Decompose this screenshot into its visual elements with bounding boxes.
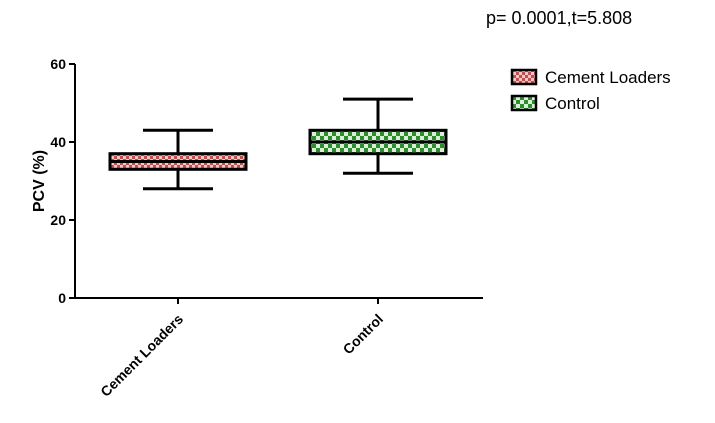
box-control bbox=[310, 99, 446, 173]
legend-item: Cement Loaders bbox=[512, 68, 671, 87]
legend-swatch bbox=[512, 96, 536, 110]
y-tick-label: 60 bbox=[50, 56, 66, 72]
stat-annotation: p= 0.0001,t=5.808 bbox=[486, 8, 632, 28]
y-axis-title: PCV (%) bbox=[31, 150, 48, 212]
x-tick-labels: Cement Loaders Control bbox=[97, 311, 386, 400]
y-tick-label: 40 bbox=[50, 134, 66, 150]
legend: Cement Loaders Control bbox=[512, 68, 671, 113]
y-tick-label: 20 bbox=[50, 212, 66, 228]
legend-swatch bbox=[512, 70, 536, 84]
axes: 0 20 40 60 bbox=[50, 56, 483, 306]
x-category-label: Cement Loaders bbox=[97, 311, 186, 400]
y-tick-label: 0 bbox=[58, 290, 66, 306]
boxes bbox=[110, 99, 446, 189]
x-category-label: Control bbox=[340, 311, 387, 358]
legend-item: Control bbox=[512, 94, 600, 113]
box-cement-loaders bbox=[110, 130, 246, 189]
legend-label: Control bbox=[545, 94, 600, 113]
legend-label: Cement Loaders bbox=[545, 68, 671, 87]
